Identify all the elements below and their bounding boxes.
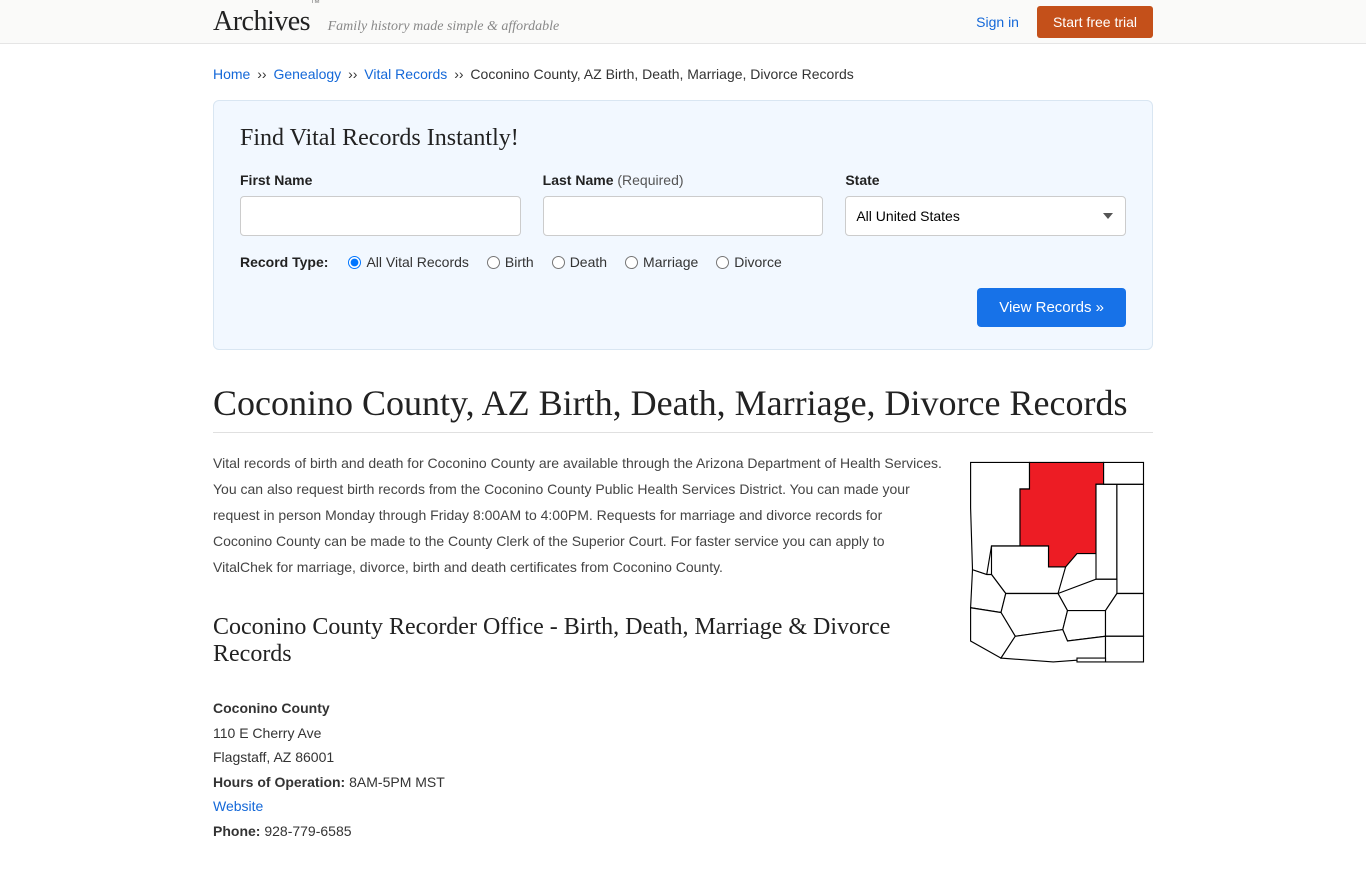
recorder-subheading: Coconino County Recorder Office - Birth,…	[213, 614, 943, 668]
record-type-label: Record Type:	[240, 254, 328, 270]
office-addr1: 110 E Cherry Ave	[213, 721, 943, 746]
breadcrumb: Home ›› Genealogy ›› Vital Records ›› Co…	[213, 44, 1153, 100]
county-map	[963, 451, 1153, 843]
phone-value: 928-779-6585	[264, 823, 351, 839]
logo: Archives™	[213, 6, 320, 38]
search-title: Find Vital Records Instantly!	[240, 125, 1126, 152]
breadcrumb-home[interactable]: Home	[213, 66, 250, 82]
header-bar: Archives™ Family history made simple & a…	[0, 0, 1366, 44]
search-box: Find Vital Records Instantly! First Name…	[213, 100, 1153, 350]
first-name-field-wrap: First Name	[240, 172, 521, 236]
state-select[interactable]: All United States	[845, 196, 1126, 236]
breadcrumb-current: Coconino County, AZ Birth, Death, Marria…	[470, 66, 853, 82]
office-block: Coconino County 110 E Cherry Ave Flagsta…	[213, 696, 943, 843]
breadcrumb-vital[interactable]: Vital Records	[364, 66, 447, 82]
radio-death-input[interactable]	[552, 256, 565, 269]
view-records-button[interactable]: View Records »	[977, 288, 1126, 327]
radio-all-vital[interactable]: All Vital Records	[348, 254, 468, 270]
phone-label: Phone:	[213, 823, 260, 839]
page-title: Coconino County, AZ Birth, Death, Marria…	[213, 382, 1153, 433]
radio-birth[interactable]: Birth	[487, 254, 534, 270]
last-name-label: Last Name (Required)	[543, 172, 824, 188]
radio-all-vital-input[interactable]	[348, 256, 361, 269]
first-name-label: First Name	[240, 172, 521, 188]
radio-marriage[interactable]: Marriage	[625, 254, 698, 270]
breadcrumb-sep: ››	[257, 66, 266, 82]
state-label: State	[845, 172, 1126, 188]
logo-wrap[interactable]: Archives™ Family history made simple & a…	[213, 6, 559, 38]
first-name-input[interactable]	[240, 196, 521, 236]
breadcrumb-genealogy[interactable]: Genealogy	[273, 66, 341, 82]
last-name-input[interactable]	[543, 196, 824, 236]
breadcrumb-sep: ››	[348, 66, 357, 82]
radio-death[interactable]: Death	[552, 254, 607, 270]
radio-birth-input[interactable]	[487, 256, 500, 269]
state-field-wrap: State All United States	[845, 172, 1126, 236]
signin-link[interactable]: Sign in	[976, 14, 1019, 30]
start-trial-button[interactable]: Start free trial	[1037, 6, 1153, 38]
radio-divorce[interactable]: Divorce	[716, 254, 781, 270]
office-name: Coconino County	[213, 696, 943, 721]
last-name-field-wrap: Last Name (Required)	[543, 172, 824, 236]
radio-marriage-input[interactable]	[625, 256, 638, 269]
breadcrumb-sep: ››	[454, 66, 463, 82]
hours-label: Hours of Operation:	[213, 774, 345, 790]
intro-paragraph: Vital records of birth and death for Coc…	[213, 451, 943, 580]
radio-divorce-input[interactable]	[716, 256, 729, 269]
office-addr2: Flagstaff, AZ 86001	[213, 745, 943, 770]
hours-value: 8AM-5PM MST	[349, 774, 445, 790]
office-website-link[interactable]: Website	[213, 798, 263, 814]
tagline: Family history made simple & affordable	[328, 19, 560, 35]
record-type-row: Record Type: All Vital Records Birth Dea…	[240, 254, 1126, 270]
